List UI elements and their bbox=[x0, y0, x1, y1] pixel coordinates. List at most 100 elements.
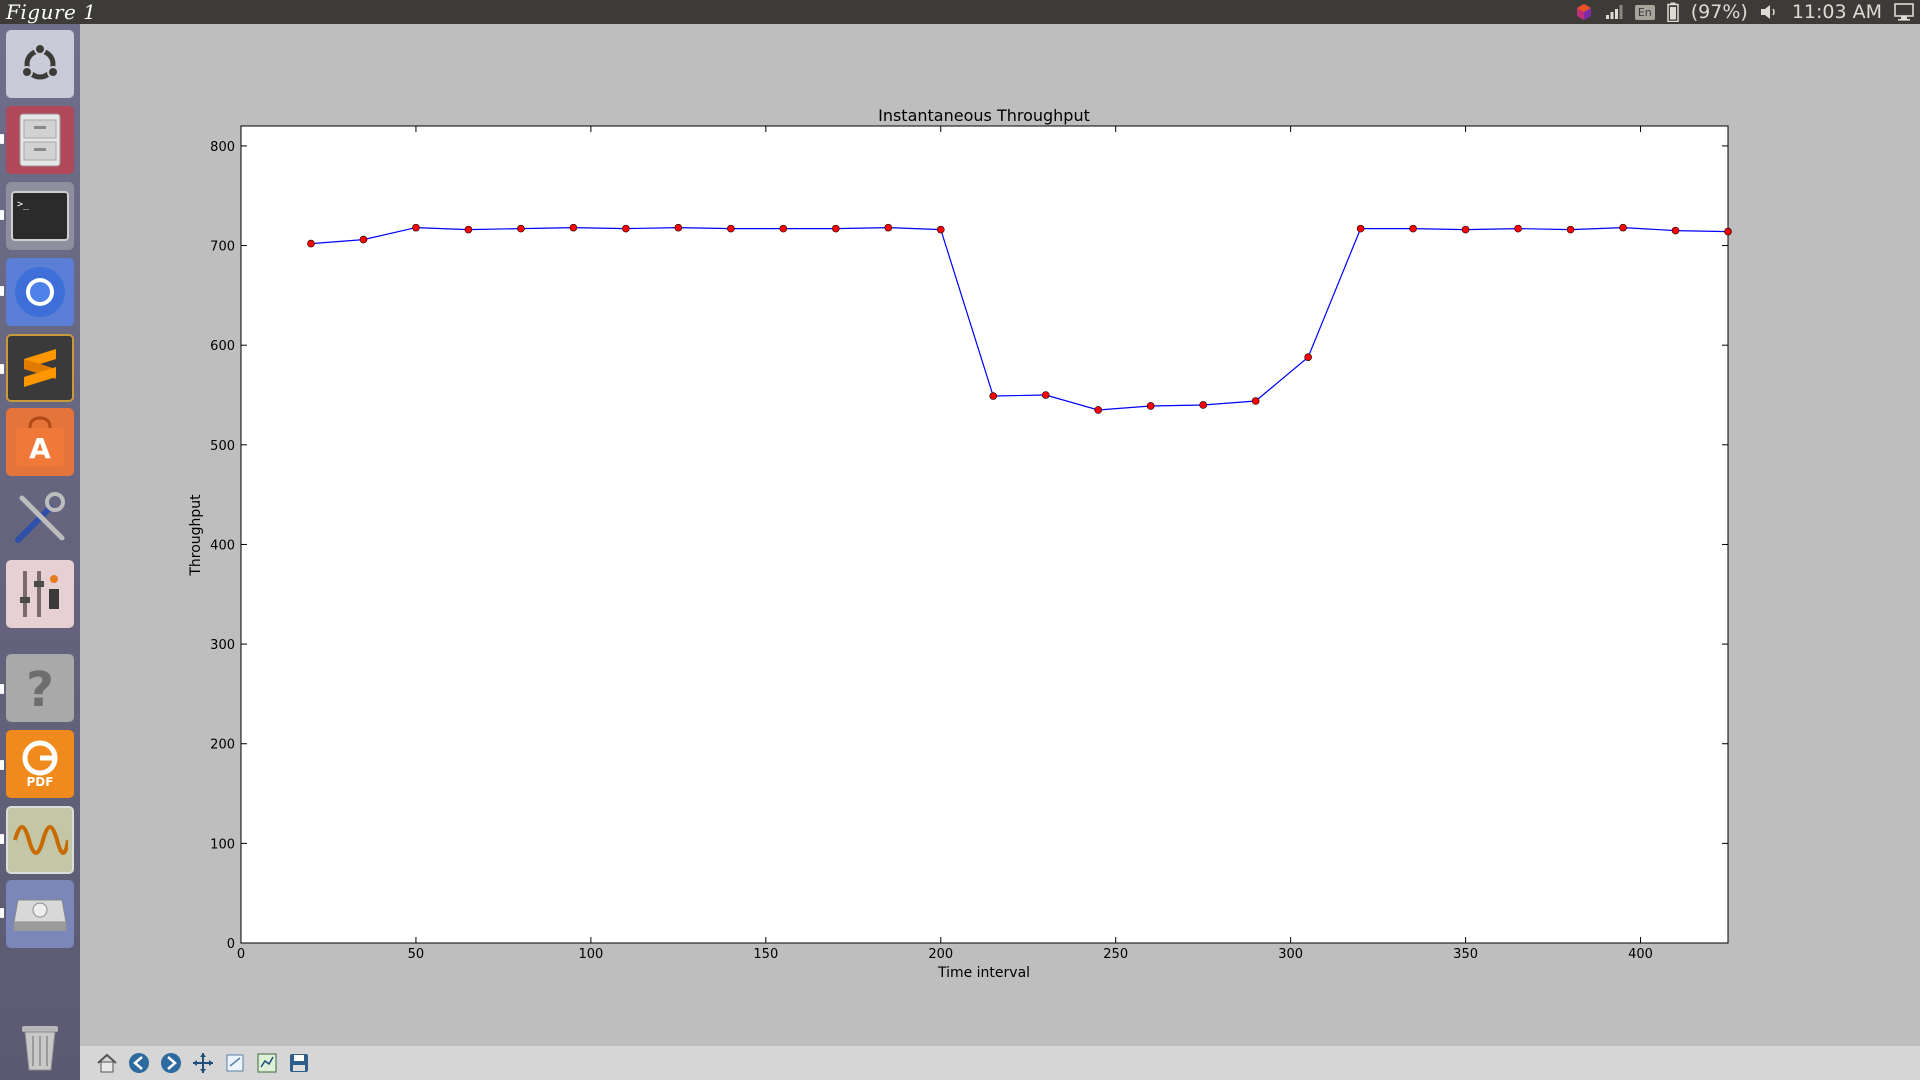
y-axis: 0 100 200 300 400 500 600 700 800 bbox=[210, 140, 1728, 952]
session-menu-icon[interactable] bbox=[1894, 3, 1914, 21]
ubuntu-logo-icon[interactable] bbox=[6, 30, 74, 98]
y-axis-label: Throughput bbox=[188, 494, 204, 577]
battery-icon[interactable] bbox=[1667, 2, 1679, 22]
data-point bbox=[1514, 224, 1522, 233]
keyboard-layout-indicator[interactable]: En bbox=[1634, 4, 1655, 20]
data-point bbox=[1409, 224, 1417, 233]
data-point bbox=[727, 224, 735, 233]
x-axis-label: Time interval bbox=[937, 965, 1030, 981]
network-signal-icon[interactable] bbox=[1605, 4, 1623, 20]
y-tick-label: 300 bbox=[210, 638, 235, 653]
sublime-text-icon[interactable] bbox=[6, 334, 74, 402]
running-indicator bbox=[0, 286, 4, 296]
data-point bbox=[1356, 224, 1365, 233]
data-point bbox=[464, 225, 473, 234]
svg-text:A: A bbox=[29, 432, 51, 465]
y-tick-label: 800 bbox=[210, 140, 235, 155]
help-icon[interactable]: ? bbox=[6, 654, 74, 722]
pan-icon[interactable] bbox=[190, 1050, 216, 1076]
data-point bbox=[1094, 406, 1103, 414]
data-markers bbox=[307, 223, 1732, 414]
svg-text:?: ? bbox=[26, 662, 54, 716]
app-indicator-icon[interactable] bbox=[1575, 3, 1593, 21]
window-title: Figure 1 bbox=[6, 0, 97, 24]
data-point bbox=[884, 223, 893, 232]
y-tick-label: 200 bbox=[210, 738, 235, 753]
back-icon[interactable] bbox=[126, 1050, 152, 1076]
x-tick-label: 300 bbox=[1278, 947, 1303, 962]
save-icon[interactable] bbox=[286, 1050, 312, 1076]
running-indicator bbox=[0, 908, 4, 918]
pdf-label: PDF bbox=[26, 775, 54, 789]
running-indicator bbox=[0, 684, 4, 694]
home-icon[interactable] bbox=[94, 1050, 120, 1076]
x-tick-label: 250 bbox=[1103, 947, 1128, 962]
y-tick-label: 600 bbox=[210, 339, 235, 354]
y-tick-label: 500 bbox=[210, 439, 235, 454]
y-tick-label: 700 bbox=[210, 240, 235, 255]
data-point bbox=[569, 223, 578, 232]
running-indicator bbox=[0, 210, 4, 220]
file-cabinet-icon[interactable] bbox=[6, 106, 74, 174]
running-indicator bbox=[0, 364, 4, 374]
data-point bbox=[831, 224, 840, 233]
data-point bbox=[622, 224, 630, 233]
x-tick-label: 200 bbox=[928, 947, 953, 962]
configure-subplots-icon[interactable] bbox=[254, 1050, 280, 1076]
forward-icon[interactable] bbox=[158, 1050, 184, 1076]
terminal-icon[interactable]: >_ bbox=[6, 182, 74, 250]
volume-icon[interactable] bbox=[1760, 4, 1780, 20]
data-point bbox=[936, 225, 945, 234]
chart-title: Instantaneous Throughput bbox=[878, 106, 1090, 125]
y-tick-label: 0 bbox=[227, 937, 235, 952]
data-point bbox=[1304, 353, 1312, 361]
x-axis: 0 50 100 150 200 250 300 350 400 bbox=[237, 126, 1653, 962]
data-point bbox=[779, 224, 788, 233]
throughput-line bbox=[310, 226, 1729, 411]
data-point bbox=[1619, 223, 1627, 232]
data-point bbox=[989, 392, 998, 400]
y-tick-label: 100 bbox=[210, 837, 235, 852]
x-tick-label: 0 bbox=[237, 947, 245, 962]
x-tick-label: 350 bbox=[1453, 947, 1478, 962]
x-tick-label: 150 bbox=[753, 947, 778, 962]
top-panel: Figure 1 En (97%) 11:03 AM bbox=[0, 0, 1920, 24]
x-tick-label: 50 bbox=[408, 947, 425, 962]
plot-area bbox=[240, 125, 1729, 944]
x-tick-label: 100 bbox=[578, 947, 603, 962]
system-tools-icon[interactable] bbox=[6, 484, 74, 552]
navigation-toolbar bbox=[80, 1046, 1920, 1080]
data-point bbox=[1671, 226, 1680, 235]
y-tick-label: 400 bbox=[210, 538, 235, 553]
launcher: >_ A ? PDF bbox=[0, 24, 80, 1080]
data-point bbox=[1461, 225, 1470, 234]
indicator-area: En (97%) 11:03 AM bbox=[1575, 0, 1914, 24]
data-point bbox=[1041, 391, 1050, 399]
running-indicator bbox=[0, 834, 4, 844]
data-point bbox=[1566, 225, 1575, 234]
trash-icon[interactable] bbox=[6, 1010, 74, 1078]
data-point bbox=[412, 223, 420, 232]
x-tick-label: 400 bbox=[1628, 947, 1653, 962]
svg-text:>_: >_ bbox=[17, 199, 30, 210]
data-point bbox=[307, 239, 315, 248]
running-indicator bbox=[0, 134, 4, 144]
running-indicator bbox=[0, 760, 4, 770]
data-point bbox=[1724, 227, 1732, 236]
pdf-reader-icon[interactable]: PDF bbox=[6, 730, 74, 798]
clock[interactable]: 11:03 AM bbox=[1791, 1, 1882, 23]
data-point bbox=[517, 224, 525, 233]
data-point bbox=[1199, 401, 1207, 409]
oscilloscope-icon[interactable] bbox=[6, 806, 74, 874]
drive-icon[interactable] bbox=[6, 880, 74, 948]
data-point bbox=[1146, 402, 1155, 410]
data-point bbox=[359, 235, 368, 244]
figure-canvas: 0 100 200 300 400 500 600 700 800 0 50 100 150 200 25… bbox=[188, 106, 1732, 981]
data-point bbox=[674, 223, 683, 232]
data-point bbox=[1251, 397, 1260, 405]
zoom-icon[interactable] bbox=[222, 1050, 248, 1076]
software-center-icon[interactable]: A bbox=[6, 408, 74, 476]
battery-percent: (97%) bbox=[1690, 1, 1748, 23]
chromium-icon[interactable] bbox=[6, 258, 74, 326]
mixer-settings-icon[interactable] bbox=[6, 560, 74, 628]
